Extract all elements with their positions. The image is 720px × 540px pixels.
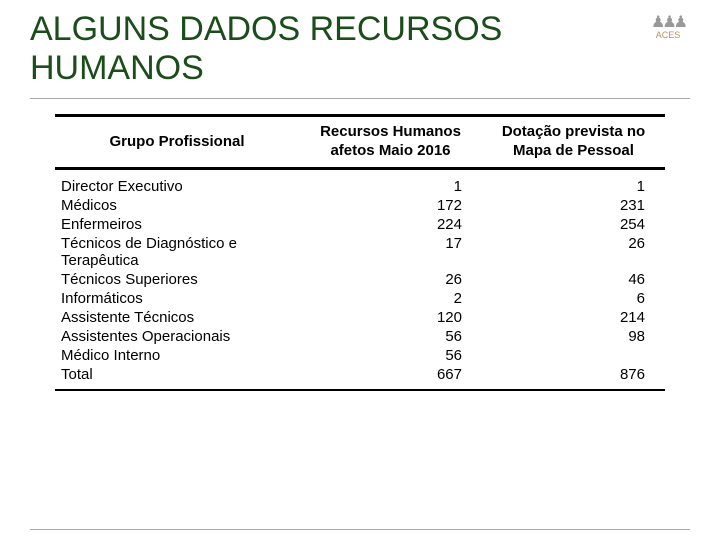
table-row-total: Total 667 876 xyxy=(55,365,665,390)
row-current: 172 xyxy=(299,196,482,215)
row-current: 56 xyxy=(299,346,482,365)
row-current: 17 xyxy=(299,234,482,270)
row-current: 2 xyxy=(299,289,482,308)
logo-figures-icon: ♟♟♟ xyxy=(651,15,685,31)
row-planned: 1 xyxy=(482,168,665,196)
row-planned: 254 xyxy=(482,215,665,234)
table-row: Informáticos 2 6 xyxy=(55,289,665,308)
hr-table: Grupo Profissional Recursos Humanos afet… xyxy=(55,114,665,391)
col-header-planned: Dotação prevista no Mapa de Pessoal xyxy=(482,116,665,169)
row-planned: 46 xyxy=(482,270,665,289)
table-row: Assistente Técnicos 120 214 xyxy=(55,308,665,327)
table-row: Técnicos Superiores 26 46 xyxy=(55,270,665,289)
table-row: Técnicos de Diagnóstico e Terapêutica 17… xyxy=(55,234,665,270)
row-planned: 26 xyxy=(482,234,665,270)
row-current: 120 xyxy=(299,308,482,327)
table-row: Enfermeiros 224 254 xyxy=(55,215,665,234)
col-header-current: Recursos Humanos afetos Maio 2016 xyxy=(299,116,482,169)
row-current: 667 xyxy=(299,365,482,390)
row-label: Director Executivo xyxy=(55,168,299,196)
row-current: 224 xyxy=(299,215,482,234)
logo-brand: ACES xyxy=(656,30,681,40)
row-label: Enfermeiros xyxy=(55,215,299,234)
row-label: Técnicos de Diagnóstico e Terapêutica xyxy=(55,234,299,270)
table-row: Director Executivo 1 1 xyxy=(55,168,665,196)
footer-rule xyxy=(30,529,690,530)
table-row: Médico Interno 56 xyxy=(55,346,665,365)
col-header-group: Grupo Profissional xyxy=(55,116,299,169)
row-label: Médico Interno xyxy=(55,346,299,365)
row-label: Assistentes Operacionais xyxy=(55,327,299,346)
table-row: Médicos 172 231 xyxy=(55,196,665,215)
row-current: 1 xyxy=(299,168,482,196)
brand-logo: ♟♟♟ ACES xyxy=(651,15,685,40)
row-planned: 98 xyxy=(482,327,665,346)
row-label: Assistente Técnicos xyxy=(55,308,299,327)
row-planned: 231 xyxy=(482,196,665,215)
page-title: ALGUNS DADOS RECURSOS HUMANOS xyxy=(30,10,690,99)
row-planned: 876 xyxy=(482,365,665,390)
row-current: 56 xyxy=(299,327,482,346)
row-planned: 214 xyxy=(482,308,665,327)
table-row: Assistentes Operacionais 56 98 xyxy=(55,327,665,346)
row-label: Médicos xyxy=(55,196,299,215)
row-planned xyxy=(482,346,665,365)
table-header-row: Grupo Profissional Recursos Humanos afet… xyxy=(55,116,665,169)
row-planned: 6 xyxy=(482,289,665,308)
table-body: Director Executivo 1 1 Médicos 172 231 E… xyxy=(55,168,665,390)
hr-table-container: Grupo Profissional Recursos Humanos afet… xyxy=(55,114,665,391)
row-label: Técnicos Superiores xyxy=(55,270,299,289)
row-current: 26 xyxy=(299,270,482,289)
row-label: Informáticos xyxy=(55,289,299,308)
row-label: Total xyxy=(55,365,299,390)
